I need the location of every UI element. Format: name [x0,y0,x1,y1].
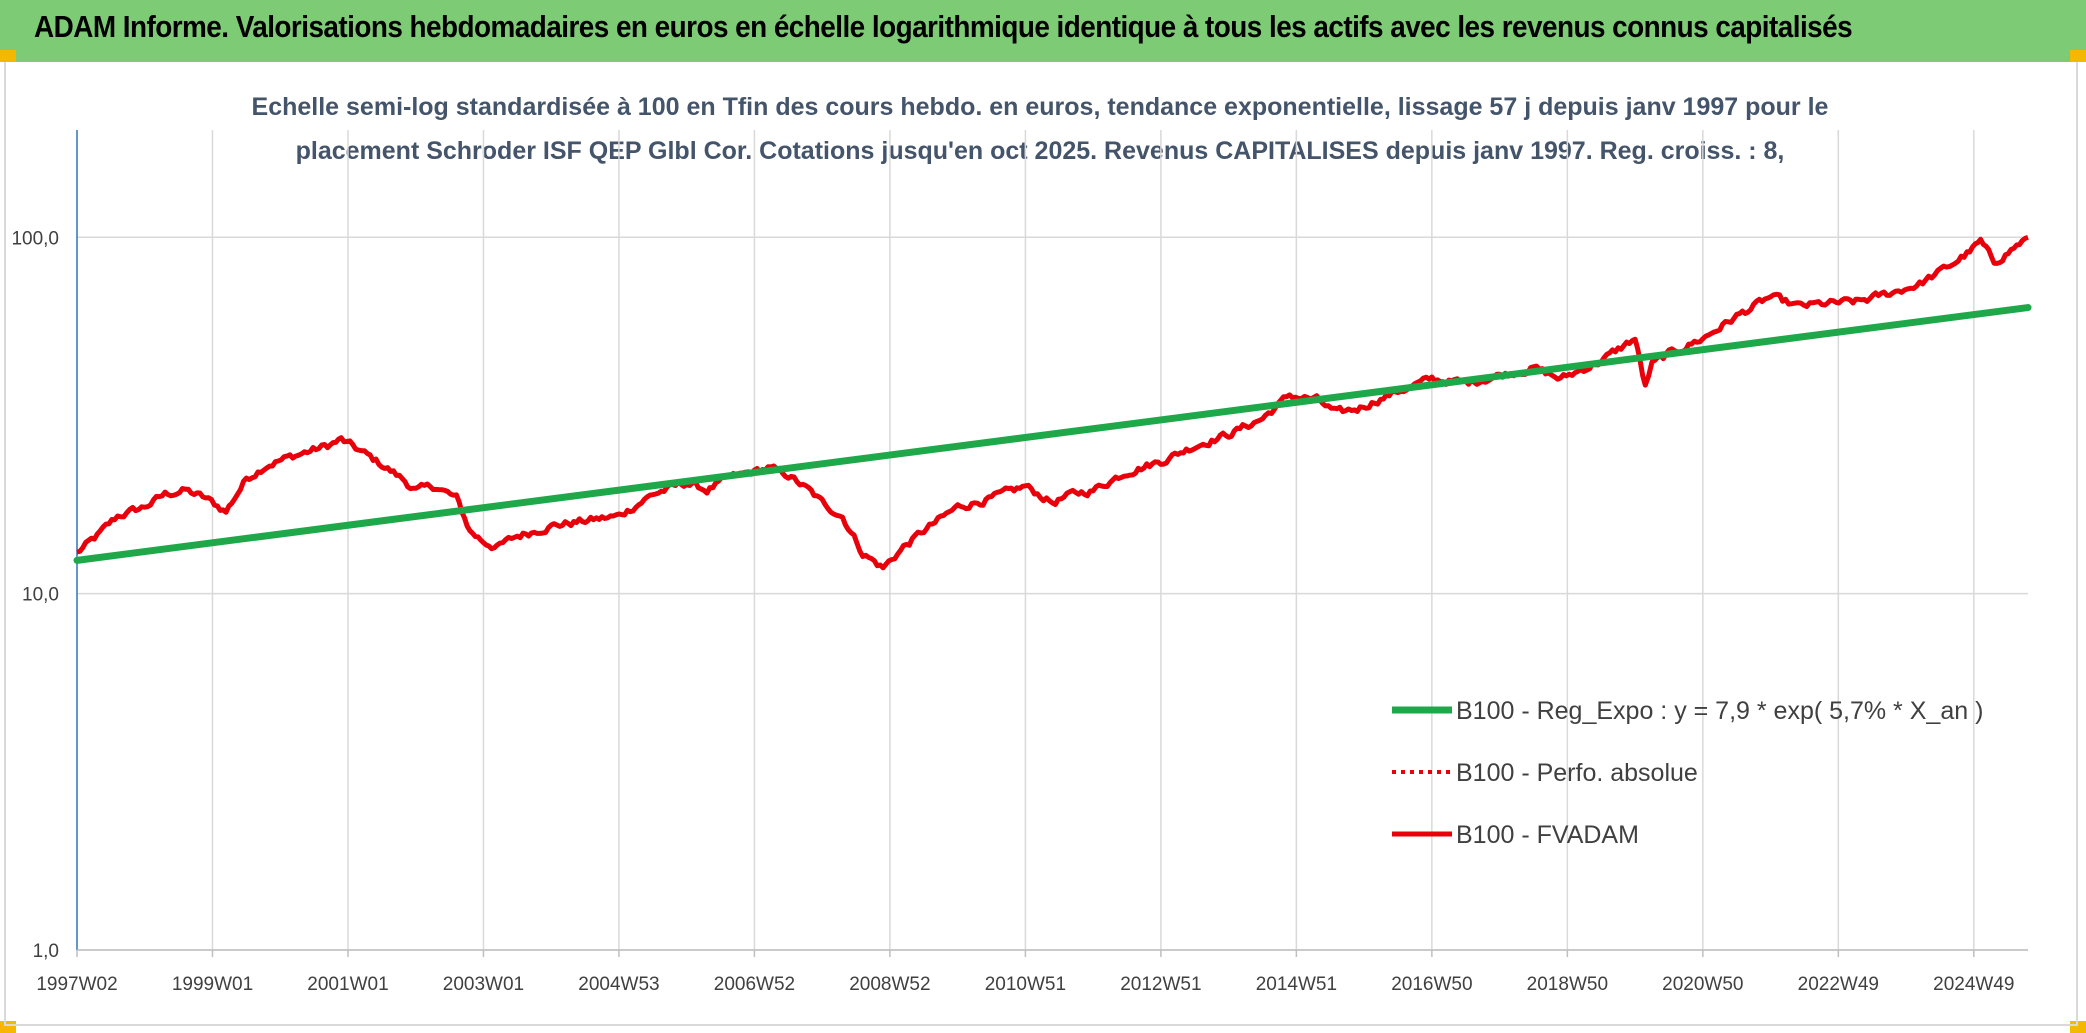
y-tick-label: 100,0 [11,228,59,249]
axes: 1,0 10,0 100,0 1997W02 1999W01 2001W01 2003W01… [11,130,2028,995]
x-tick-label: 2020W50 [1662,974,1743,995]
series [73,234,2032,571]
x-tick-label: 2001W01 [307,974,388,995]
corner-marker-top-right [2070,50,2086,62]
x-tick-label: 2010W51 [985,974,1066,995]
x-tick-label: 2022W49 [1798,974,1879,995]
chart-title-line-1: Echelle semi-log standardisée à 100 en T… [252,93,1829,121]
x-tick-label: 1997W02 [36,974,117,995]
report-title: ADAM Informe. Valorisations hebdomadaire… [34,9,1853,44]
x-tick-label: 2018W50 [1527,974,1608,995]
legend-label: B100 - FVADAM [1456,821,1639,849]
x-tick-label: 2014W51 [1256,974,1337,995]
y-tick-label: 1,0 [33,941,59,962]
chart-frame [4,62,2078,1026]
x-tick-label: 2006W52 [714,974,795,995]
grid [77,130,2028,951]
x-tick-label: 2016W50 [1391,974,1472,995]
header-bar: ADAM Informe. Valorisations hebdomadaire… [0,0,2086,62]
legend-label: B100 - Reg_Expo : y = 7,9 * exp( 5,7% * … [1456,697,1983,725]
x-tick-label: 2012W51 [1120,974,1201,995]
legend-label: B100 - Perfo. absolue [1456,759,1698,787]
x-tick-label: 2003W01 [443,974,524,995]
x-tick-label: 2024W49 [1933,974,2014,995]
x-tick-label: 1999W01 [172,974,253,995]
series-trend-line [73,304,2032,564]
corner-marker-top-left [0,50,16,62]
x-tick-label: 2008W52 [849,974,930,995]
x-tick-label: 2004W53 [578,974,659,995]
series-fvadam-line [76,234,2029,571]
chart-title-line-2: placement Schroder ISF QEP Glbl Cor. Cot… [296,137,1785,165]
legend: B100 - Reg_Expo : y = 7,9 * exp( 5,7% * … [1392,697,1983,849]
y-tick-label: 10,0 [22,585,59,606]
